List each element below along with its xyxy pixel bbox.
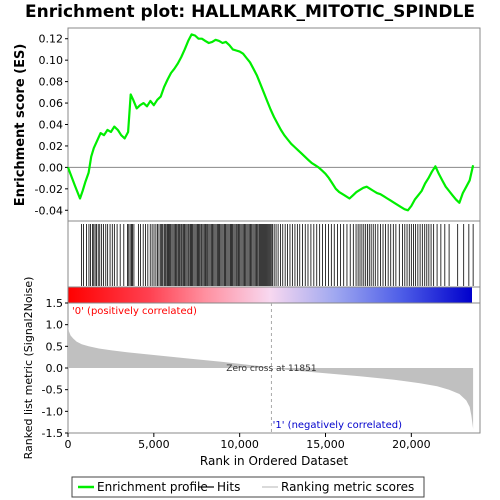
es-y-tick-label: 0.08 (39, 76, 64, 89)
metric-y-tick-label: -0.5 (42, 384, 63, 397)
es-y-axis: -0.04 -0.02 0.00 0.02 0.04 0.06 0.08 0.10 0.12 (35, 33, 68, 217)
x-tick-label: 5,000 (138, 438, 170, 451)
metric-y-tick-label: 0.5 (46, 340, 64, 353)
metric-y-axis-label: Ranked list metric (Signal2Noise) (22, 277, 35, 460)
metric-y-tick-label: 1.5 (46, 297, 64, 310)
chart-title: Enrichment plot: HALLMARK_MITOTIC_SPINDL… (25, 2, 475, 22)
x-tick-label: 20,000 (392, 438, 431, 451)
ranked-colorbar-gradient (68, 287, 472, 303)
x-tick-label: 0 (65, 438, 72, 451)
es-panel-frame (67, 27, 481, 222)
metric-y-tick-label: 1.0 (46, 319, 64, 332)
es-y-tick-label: 0.00 (39, 161, 64, 174)
metric-y-tick-label: 0.0 (46, 362, 64, 375)
ranking-metric-area (68, 324, 474, 429)
negative-correlated-label: '1' (negatively correlated) (273, 420, 402, 431)
metric-panel: -1.5 -1.0 -0.5 0.0 0.5 1.0 1.5 Zero cross at 1… (22, 277, 481, 460)
ranking-metric-fill (68, 324, 474, 429)
legend-box (71, 476, 425, 498)
es-y-tick-label: 0.12 (39, 33, 64, 46)
es-y-axis-label: Enrichment score (ES) (13, 44, 28, 207)
es-y-tick-label: 0.04 (39, 119, 64, 132)
x-axis-label: Rank in Ordered Dataset (200, 454, 348, 468)
zero-cross-label: Zero cross at 11851 (226, 364, 316, 374)
legend-enrichment-profile: Enrichment profile (97, 480, 208, 494)
metric-y-tick-label: -1.5 (42, 427, 63, 440)
es-panel: -0.04 -0.02 0.00 0.02 0.04 0.06 0.08 0.10 0.12 E… (13, 27, 481, 222)
es-y-tick-label: -0.02 (35, 183, 63, 196)
positive-correlated-label: '0' (positively correlated) (72, 306, 197, 317)
legend-ranking-metric-scores: Ranking metric scores (281, 480, 414, 494)
es-y-tick-label: -0.04 (35, 204, 63, 217)
x-tick-label: 15,000 (306, 438, 345, 451)
metric-y-axis: -1.5 -1.0 -0.5 0.0 0.5 1.0 1.5 (42, 297, 68, 440)
metric-y-tick-label: -1.0 (42, 405, 63, 418)
ranked-colorbar (67, 286, 481, 304)
enrichment-profile-series (66, 33, 475, 212)
es-y-tick-label: 0.06 (39, 97, 64, 110)
x-axis: 0 5,000 10,000 15,000 20,000 (65, 433, 431, 451)
es-y-tick-label: 0.10 (39, 54, 64, 67)
es-y-tick-label: 0.02 (39, 140, 64, 153)
x-tick-label: 10,000 (220, 438, 259, 451)
hit-lines (80, 224, 474, 286)
enrichment-profile-line (66, 33, 475, 212)
legend: Enrichment profile Hits Ranking metric s… (71, 476, 425, 498)
hits-panel (67, 220, 481, 288)
legend-hits: Hits (217, 480, 240, 494)
